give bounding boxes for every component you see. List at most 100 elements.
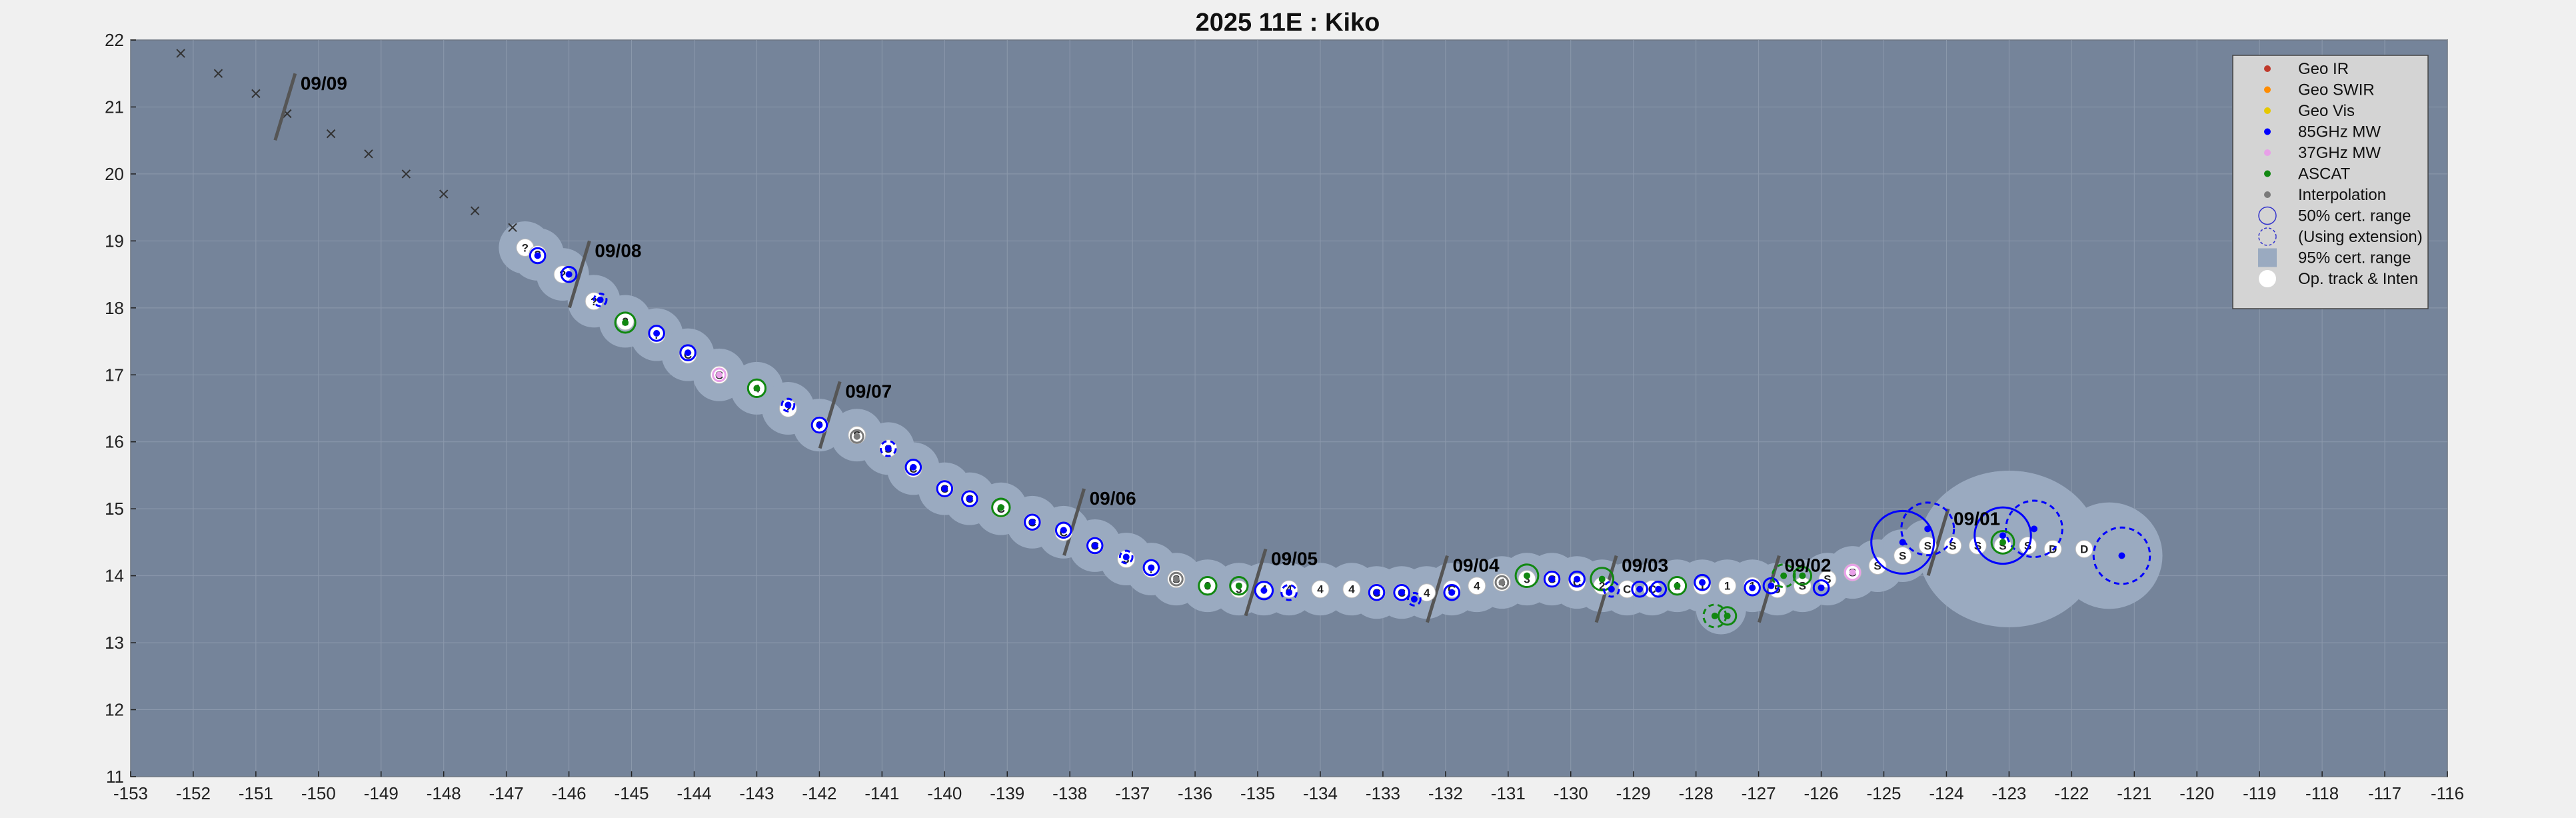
fix-dot (1999, 539, 2006, 546)
track-point (1718, 577, 1737, 595)
date-label: 09/02 (1784, 555, 1831, 576)
fix-circle (1812, 579, 1830, 597)
track-point (1311, 580, 1330, 599)
legend-marker (2258, 227, 2277, 246)
date-label: 09/04 (1452, 555, 1499, 576)
track-intensity-label: S (1999, 539, 2006, 552)
fix-circle (1631, 580, 1648, 598)
fix-circle (593, 292, 608, 307)
legend-label: 37GHz MW (2298, 144, 2381, 162)
fix-dot (966, 495, 973, 503)
certainty-cone (499, 221, 2163, 635)
track-point (1280, 580, 1298, 599)
fix-dot (1448, 589, 1456, 596)
fix-dot (784, 401, 792, 409)
fix-circle (1406, 591, 1422, 607)
x-tick-label: -142 (802, 783, 836, 803)
x-tick-label: -130 (1554, 783, 1588, 803)
x-tick-label: -126 (1804, 783, 1839, 803)
fix-dot (853, 433, 860, 440)
y-tick-label: 17 (105, 365, 124, 385)
track-point (1894, 547, 1912, 565)
fix-circle (1603, 580, 1620, 598)
fix-circle (810, 416, 828, 434)
track-point (1568, 573, 1586, 592)
fix-circle (1844, 563, 1862, 581)
x-tick-label: -117 (2368, 783, 2401, 803)
fix-dot (1523, 572, 1530, 579)
track-intensity-label: 3 (1524, 573, 1530, 586)
fix-circle (1024, 513, 1041, 531)
track-point (2019, 536, 2037, 555)
y-tick-label: 18 (105, 298, 124, 318)
y-tick-label: 19 (105, 231, 124, 251)
x-tick-label: -141 (864, 783, 899, 803)
fix-dot (1924, 525, 1932, 533)
fix-circle (746, 378, 767, 399)
legend-label: Interpolation (2298, 186, 2386, 204)
fix-circle (1198, 576, 1218, 596)
fix-circle (1990, 529, 2015, 555)
fix-circle (936, 480, 954, 497)
track-point (1442, 580, 1461, 599)
legend: Geo IR Geo SWIR Geo Vis 85GHz MW 37GHz MW ASC… (2232, 55, 2429, 309)
fix-dot (1849, 569, 1856, 576)
fix-circle (2092, 526, 2151, 585)
y-tick-label: 13 (105, 633, 124, 653)
y-tick-label: 22 (105, 30, 124, 50)
fix-dot (1999, 532, 2006, 539)
track-point (1418, 583, 1436, 602)
y-tick-label: 12 (105, 700, 124, 720)
fix-dot (1636, 585, 1644, 593)
fix-dot (1373, 589, 1380, 596)
fix-dot (1498, 579, 1506, 586)
fix-dot (653, 329, 660, 337)
day-tick (1926, 508, 1950, 576)
legend-marker (2264, 128, 2271, 135)
chart-title: 2025 11E : Kiko (1196, 9, 1380, 37)
fix-circle (712, 367, 726, 383)
track-intensity-label: 4 (1474, 580, 1480, 593)
forecast-point (213, 69, 223, 78)
grid-lines (130, 39, 2448, 777)
date-label: 09/01 (1953, 508, 2000, 529)
x-tick-label: -149 (364, 783, 399, 803)
x-tick-label: -127 (1742, 783, 1776, 803)
fix-dot (716, 371, 723, 379)
plot-area (130, 39, 2448, 777)
fix-dot (941, 485, 948, 493)
y-tick-label: 15 (105, 499, 124, 519)
fix-circle (1118, 549, 1134, 565)
track-intensity-label: 1 (1724, 580, 1730, 593)
fix-dot (1398, 589, 1406, 596)
x-tick-label: -128 (1679, 783, 1714, 803)
forecast-point (508, 223, 517, 232)
x-tick-label: -118 (2305, 783, 2339, 803)
track-point (1868, 557, 1887, 575)
day-tick (818, 381, 842, 449)
legend-label: 95% cert. range (2298, 249, 2411, 267)
track-intensity-label: D (2080, 543, 2088, 555)
fix-dot (1768, 582, 1775, 589)
legend-marker (2258, 206, 2277, 225)
legend-marker (2264, 107, 2271, 114)
y-tick-label: 16 (105, 432, 124, 452)
legend-marker (2259, 270, 2276, 287)
x-tick-label: -135 (1240, 783, 1275, 803)
track-intensity-label: S (2024, 539, 2031, 552)
fix-dot (534, 252, 541, 259)
fix-circle (1254, 581, 1274, 601)
fix-circle (1568, 570, 1586, 588)
fix-dot (565, 271, 573, 278)
fix-dot (1608, 585, 1615, 593)
x-tick-label: -121 (2117, 783, 2151, 803)
x-tick-label: -123 (1991, 783, 2026, 803)
x-tick-label: -143 (739, 783, 774, 803)
track-intensity-label: S (1899, 550, 1906, 563)
legend-label: Geo SWIR (2298, 81, 2375, 99)
x-tick-label: -137 (1115, 783, 1150, 803)
fix-dot (816, 421, 823, 429)
forecast-point (251, 89, 261, 99)
x-tick-label: -134 (1303, 783, 1338, 803)
fix-circle (1667, 576, 1688, 596)
